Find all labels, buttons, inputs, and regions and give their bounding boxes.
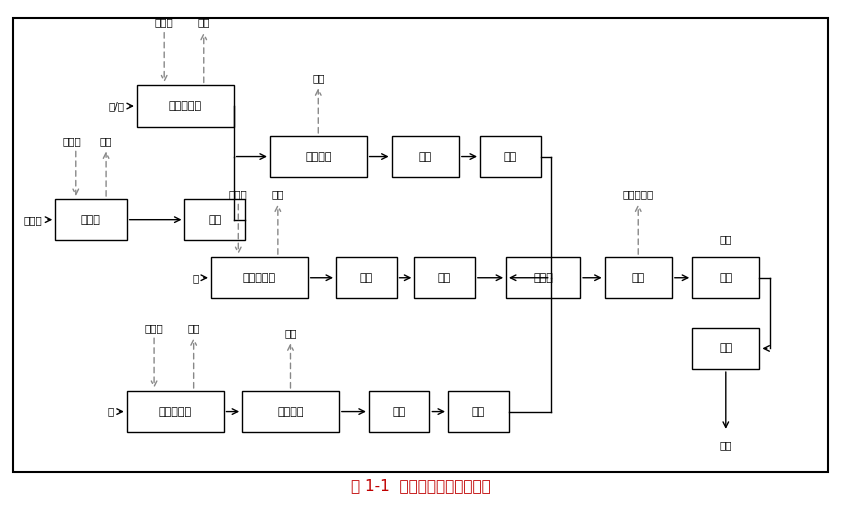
FancyBboxPatch shape [137,85,234,127]
Text: 浇铸成型: 浇铸成型 [305,152,332,162]
FancyBboxPatch shape [336,257,397,298]
FancyBboxPatch shape [369,391,429,432]
Text: 脱模剂: 脱模剂 [62,136,81,146]
FancyBboxPatch shape [448,391,509,432]
FancyBboxPatch shape [184,199,245,240]
Text: 抛光: 抛光 [632,273,645,283]
FancyBboxPatch shape [692,257,759,298]
FancyBboxPatch shape [126,391,224,432]
Text: 冷却: 冷却 [504,152,517,162]
Text: 成品: 成品 [720,440,732,450]
Text: 解模: 解模 [418,152,432,162]
Text: 机加工: 机加工 [533,273,553,283]
Text: 电镀: 电镀 [719,273,733,283]
FancyBboxPatch shape [414,257,475,298]
Text: 中频炉熔化: 中频炉熔化 [158,407,192,417]
Text: 除渣剂: 除渣剂 [155,17,173,27]
Text: 覆膜砂: 覆膜砂 [24,215,42,225]
Text: 除渣剂: 除渣剂 [145,323,163,333]
Text: 组装: 组装 [719,343,733,354]
FancyBboxPatch shape [269,136,367,177]
Text: 中频炉熔化: 中频炉熔化 [168,101,202,111]
Text: 锌: 锌 [108,407,114,417]
FancyBboxPatch shape [210,257,308,298]
FancyBboxPatch shape [480,136,541,177]
Text: 铜/锌: 铜/锌 [108,101,125,111]
Text: 粉尘、噪声: 粉尘、噪声 [622,189,654,199]
FancyBboxPatch shape [692,328,759,369]
Text: 废气: 废气 [312,73,324,83]
Text: 拉丝: 拉丝 [360,273,373,283]
FancyBboxPatch shape [605,257,672,298]
Text: 图 1-1  金属件生产工艺流程图: 图 1-1 金属件生产工艺流程图 [351,478,491,493]
Text: 废气: 废气 [285,328,296,338]
Text: 压铸成型: 压铸成型 [277,407,304,417]
FancyBboxPatch shape [392,136,459,177]
Text: 除渣剂: 除渣剂 [229,189,248,199]
Text: 废气: 废气 [272,189,284,199]
Text: 冷却: 冷却 [438,273,451,283]
FancyBboxPatch shape [242,391,338,432]
FancyBboxPatch shape [56,199,127,240]
FancyBboxPatch shape [506,257,580,298]
Text: 铜: 铜 [192,273,199,283]
Text: 废气: 废气 [188,323,200,333]
Text: 下芯: 下芯 [208,215,221,225]
Text: 中频炉熔化: 中频炉熔化 [242,273,276,283]
Text: 修边: 修边 [472,407,485,417]
Text: 废气: 废气 [198,17,210,27]
Text: 废气: 废气 [100,136,112,146]
Text: 冷却: 冷却 [392,407,406,417]
Text: 外协: 外协 [720,234,732,244]
Text: 射芯机: 射芯机 [81,215,101,225]
